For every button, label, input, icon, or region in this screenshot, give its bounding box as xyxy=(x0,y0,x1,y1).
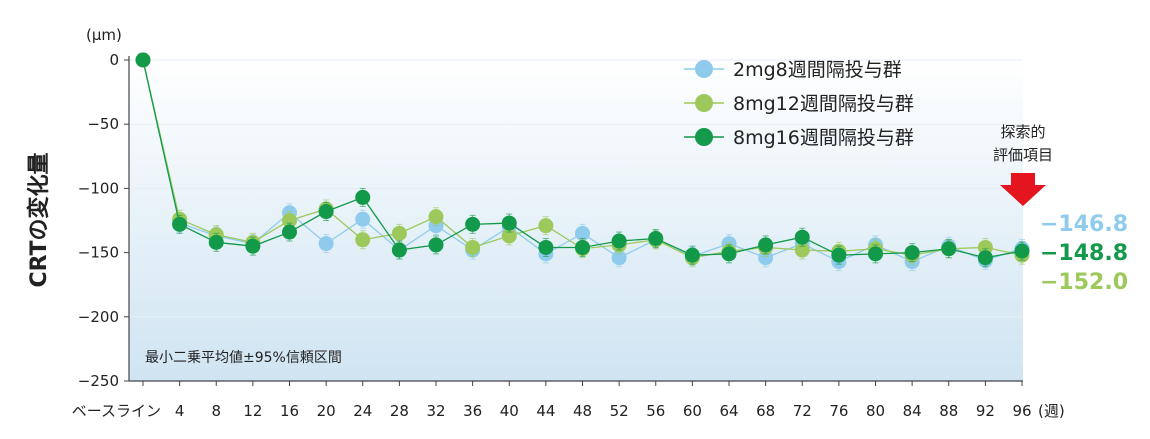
data-point xyxy=(684,247,700,263)
x-tick-label: 56 xyxy=(646,402,665,420)
data-point xyxy=(1014,243,1030,259)
x-tick-label: 88 xyxy=(939,402,958,420)
x-tick-label: 64 xyxy=(719,402,738,420)
y-unit-label: (μm) xyxy=(86,26,122,44)
data-point xyxy=(538,239,554,255)
primary-endpoint-line-1: 探索的 xyxy=(1000,123,1045,141)
y-tick-label: −200 xyxy=(78,308,119,326)
legend-marker xyxy=(695,128,713,146)
y-tick-label: −250 xyxy=(78,372,119,390)
legend-marker xyxy=(695,60,713,78)
grid-lines xyxy=(129,59,1023,318)
data-point xyxy=(941,241,957,257)
legend-marker xyxy=(695,94,713,112)
legend-label: 8mg12週間隔投与群 xyxy=(733,93,914,115)
data-point xyxy=(208,234,224,250)
x-tick-label: 28 xyxy=(390,402,409,420)
final-value-label: −152.0 xyxy=(1040,270,1128,295)
y-tick-labels: 0 −50 −100 −150 −200 −250 xyxy=(78,51,119,390)
x-tick-label: 48 xyxy=(573,402,592,420)
axes xyxy=(124,56,1023,386)
data-point xyxy=(465,216,481,232)
data-point xyxy=(318,236,334,252)
x-tick-label: 52 xyxy=(610,402,629,420)
data-point xyxy=(611,233,627,249)
data-point xyxy=(538,218,554,234)
x-tick-label: 20 xyxy=(317,402,336,420)
x-tick-label: 92 xyxy=(976,402,995,420)
y-tick-label: −50 xyxy=(87,115,119,133)
x-tick-label: 96 xyxy=(1012,402,1031,420)
data-point xyxy=(282,224,297,240)
x-tick-label: 4 xyxy=(175,402,185,420)
primary-endpoint-marker: 探索的 評価項目 xyxy=(993,123,1053,206)
data-point xyxy=(758,237,774,253)
x-tick-label: 60 xyxy=(683,402,702,420)
x-tick-label: 40 xyxy=(500,402,519,420)
data-point xyxy=(611,250,627,266)
data-point xyxy=(868,246,883,262)
legend: 2mg8週間隔投与群 8mg12週間隔投与群 8mg16週間隔投与群 xyxy=(684,59,914,149)
x-tick-label: 8 xyxy=(211,402,221,420)
data-point xyxy=(355,189,371,205)
data-point xyxy=(245,238,261,254)
plot-background xyxy=(129,60,1023,381)
data-point xyxy=(391,242,407,258)
x-tick-labels: ベースライン 4 8 12 16 20 24 28 32 36 40 44 48 52 56 60 64 68 72… xyxy=(72,402,1032,420)
x-tick-label: ベースライン xyxy=(72,402,161,420)
x-tick-label: 44 xyxy=(536,402,555,420)
data-point xyxy=(355,211,371,227)
ci-note: 最小二乗平均値±95%信頼区間 xyxy=(145,350,342,366)
x-tick-label: 76 xyxy=(829,402,848,420)
data-point xyxy=(355,232,371,248)
data-point xyxy=(501,215,517,231)
data-point xyxy=(904,245,920,261)
y-tick-label: −100 xyxy=(78,179,119,197)
final-values: −146.8 −148.8 −152.0 xyxy=(1040,212,1128,295)
x-tick-label: 16 xyxy=(280,402,299,420)
series-group xyxy=(135,52,1030,272)
data-point xyxy=(465,239,481,255)
data-point xyxy=(794,229,810,245)
data-point xyxy=(428,237,444,253)
y-tick-label: 0 xyxy=(109,51,119,69)
data-point xyxy=(282,213,297,228)
x-tick-label: 32 xyxy=(426,402,445,420)
x-tick-label: 84 xyxy=(903,402,922,420)
x-tick-label: 68 xyxy=(756,402,775,420)
down-arrow-icon xyxy=(1000,173,1046,206)
data-point xyxy=(501,228,517,244)
data-point xyxy=(977,239,993,255)
data-point xyxy=(172,216,188,232)
data-point xyxy=(575,225,590,241)
legend-label: 8mg16週間隔投与群 xyxy=(733,127,914,149)
data-point xyxy=(721,246,737,262)
data-point xyxy=(135,52,151,68)
data-point xyxy=(758,250,774,266)
x-tick-label: 80 xyxy=(866,402,885,420)
primary-endpoint-line-2: 評価項目 xyxy=(993,146,1053,164)
final-value-label: −146.8 xyxy=(1040,212,1128,237)
data-point xyxy=(648,230,664,246)
x-tick-label: 12 xyxy=(243,402,262,420)
x-tick-label: 72 xyxy=(793,402,812,420)
data-point xyxy=(575,239,590,255)
x-tick-label: 24 xyxy=(353,402,372,420)
x-tick-label: 36 xyxy=(463,402,482,420)
data-point xyxy=(977,250,993,266)
data-point xyxy=(318,204,334,220)
data-point xyxy=(831,247,847,263)
data-point xyxy=(428,209,444,225)
final-value-label: −148.8 xyxy=(1040,241,1128,266)
y-tick-label: −150 xyxy=(78,244,119,262)
y-axis-label: CRTの変化量 xyxy=(26,152,52,287)
x-unit-label: (週) xyxy=(1038,402,1065,420)
data-point xyxy=(794,242,810,258)
legend-label: 2mg8週間隔投与群 xyxy=(733,59,902,81)
data-point xyxy=(391,225,407,241)
